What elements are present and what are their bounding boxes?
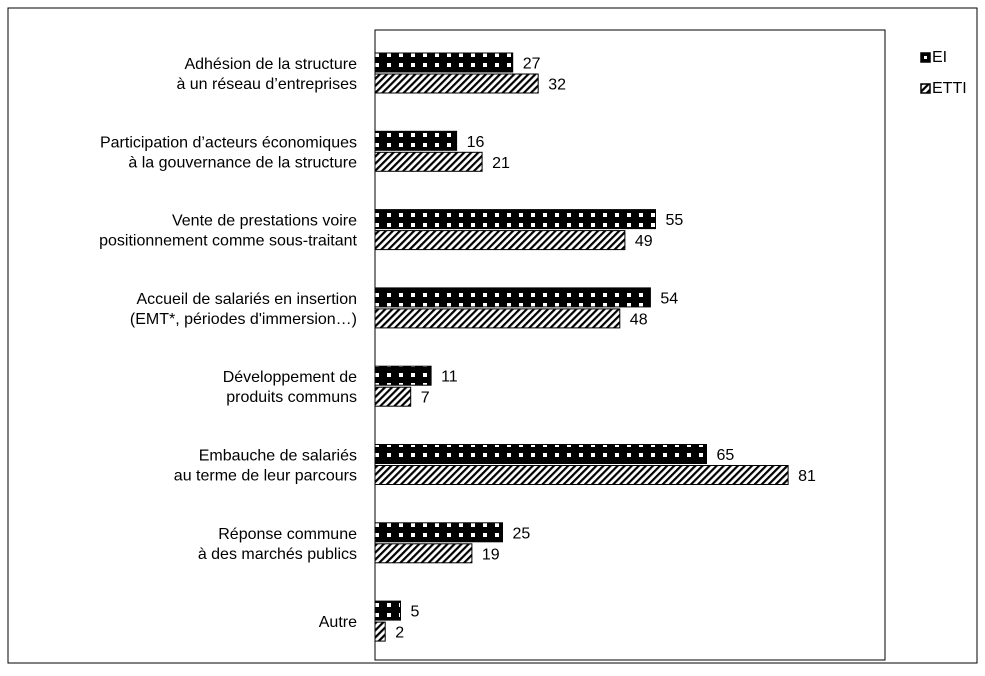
data-label-etti-1: 32 bbox=[548, 77, 566, 94]
data-label-ei-2: 16 bbox=[467, 134, 485, 151]
data-label-etti-5: 7 bbox=[421, 390, 430, 407]
bar-ei-7 bbox=[374, 522, 503, 543]
data-label-etti-2: 21 bbox=[492, 155, 510, 172]
legend: EI ETTI bbox=[920, 49, 967, 97]
bar-etti-4 bbox=[374, 308, 621, 329]
data-label-ei-4: 54 bbox=[660, 290, 678, 307]
data-label-etti-7: 19 bbox=[482, 546, 500, 563]
legend-label-ei: EI bbox=[932, 49, 947, 66]
data-label-ei-5: 11 bbox=[441, 369, 458, 386]
category-label-7: Réponse commune à des marchés publics bbox=[198, 526, 357, 563]
category-label-6: Embauche de salariés au terme de leur par… bbox=[174, 448, 357, 485]
data-label-ei-6: 65 bbox=[717, 447, 735, 464]
bar-ei-3 bbox=[374, 209, 656, 230]
bar-ei-1 bbox=[374, 52, 514, 73]
bar-etti-7 bbox=[374, 543, 473, 564]
plot-area-frame bbox=[374, 29, 886, 661]
bars-layer bbox=[374, 52, 789, 642]
category-label-4: Accueil de salariés en insertion (EMT*, p… bbox=[130, 291, 357, 328]
legend-swatch-etti bbox=[920, 83, 931, 94]
bar-ei-6 bbox=[374, 444, 707, 464]
category-label-2: Participation d’acteurs économiques à la … bbox=[100, 134, 357, 171]
bar-etti-5 bbox=[374, 386, 412, 407]
data-label-etti-4: 48 bbox=[630, 311, 648, 328]
data-label-ei-1: 27 bbox=[523, 56, 541, 73]
category-label-1: Adhésion de la structure à un réseau d’en… bbox=[176, 56, 357, 93]
data-label-ei-3: 55 bbox=[666, 212, 684, 229]
bar-ei-2 bbox=[374, 130, 458, 151]
data-label-etti-8: 2 bbox=[395, 625, 404, 642]
bar-ei-8 bbox=[374, 600, 401, 621]
data-label-etti-6: 81 bbox=[798, 468, 816, 485]
legend-swatch-dot bbox=[924, 56, 927, 59]
bar-etti-1 bbox=[374, 73, 539, 94]
bar-etti-8 bbox=[374, 621, 386, 642]
outer-border bbox=[7, 7, 978, 664]
data-label-etti-3: 49 bbox=[635, 233, 653, 250]
data-label-ei-7: 25 bbox=[513, 525, 531, 542]
bar-etti-2 bbox=[374, 151, 483, 172]
bar-etti-3 bbox=[374, 230, 626, 251]
bar-ei-4 bbox=[374, 287, 651, 308]
category-label-5: Développement de produits communs bbox=[223, 369, 357, 406]
bar-ei-5 bbox=[374, 365, 432, 386]
category-label-3: Vente de prestations voire positionnement… bbox=[99, 213, 357, 250]
legend-label-etti: ETTI bbox=[932, 80, 967, 97]
category-label-8: Autre bbox=[319, 614, 357, 631]
data-label-ei-8: 5 bbox=[411, 604, 420, 621]
bar-etti-6 bbox=[374, 465, 789, 485]
